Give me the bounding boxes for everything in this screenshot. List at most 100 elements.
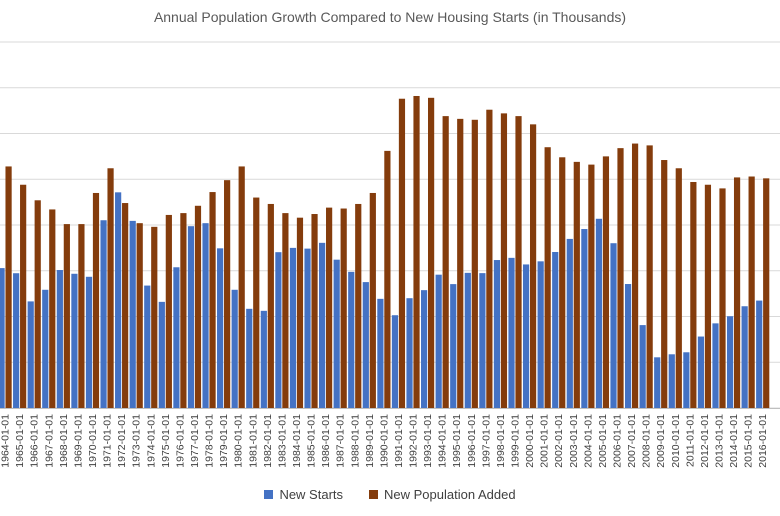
bar-new-population-added <box>194 205 202 408</box>
x-tick-label: 1970-01-01 <box>87 414 99 468</box>
bar-new-starts <box>391 315 399 408</box>
x-tick-label: 1972-01-01 <box>116 414 128 468</box>
x-tick-label: 2000-01-01 <box>524 414 536 468</box>
bar-new-population-added <box>588 164 595 408</box>
bar-new-starts <box>42 289 49 408</box>
bar-new-starts <box>522 264 530 408</box>
legend: New Starts New Population Added <box>0 487 780 502</box>
bar-new-starts <box>275 252 282 408</box>
bar-new-starts <box>0 268 5 408</box>
bar-new-starts <box>421 290 428 408</box>
bar-new-population-added <box>529 124 537 408</box>
x-tick-label: 2001-01-01 <box>539 414 551 468</box>
bar-new-population-added <box>733 177 741 408</box>
bar-new-population-added <box>165 214 172 408</box>
bar-new-starts <box>479 273 486 408</box>
bar-new-population-added <box>515 116 522 409</box>
x-tick-label: 1984-01-01 <box>291 414 303 468</box>
bar-new-population-added <box>136 223 143 408</box>
x-tick-label: 1968-01-01 <box>58 414 70 468</box>
bar-new-starts <box>115 192 122 408</box>
bar-new-population-added <box>763 178 770 408</box>
x-tick-label: 2016-01-01 <box>757 414 769 468</box>
bar-new-population-added <box>20 184 27 408</box>
bar-new-population-added <box>238 166 245 408</box>
x-tick-label: 1973-01-01 <box>131 414 143 468</box>
x-tick-label: 1975-01-01 <box>160 414 172 468</box>
bar-new-starts <box>158 301 165 408</box>
bar-new-starts <box>231 289 238 408</box>
x-tick-label: 2002-01-01 <box>553 414 565 468</box>
legend-swatch-new-starts <box>264 490 274 499</box>
bar-new-starts <box>697 336 705 408</box>
bar-new-starts <box>362 282 369 408</box>
bar-new-starts <box>464 272 471 408</box>
x-tick-label: 2005-01-01 <box>597 414 609 468</box>
bar-new-starts <box>639 325 646 408</box>
bar-new-starts <box>319 242 326 408</box>
bar-new-starts <box>289 247 297 409</box>
bar-new-population-added <box>675 168 682 408</box>
bar-new-starts <box>85 276 93 408</box>
bar-new-population-added <box>253 197 260 408</box>
bar-new-population-added <box>326 207 333 408</box>
bar-new-starts <box>144 285 151 408</box>
bar-new-starts <box>668 354 675 408</box>
bar-new-population-added <box>544 147 551 408</box>
bar-new-population-added <box>748 176 755 408</box>
x-tick-label: 2007-01-01 <box>626 414 638 468</box>
x-tick-label: 1971-01-01 <box>102 414 114 468</box>
x-tick-label: 1976-01-01 <box>174 414 186 468</box>
x-tick-label: 1964-01-01 <box>0 414 12 468</box>
x-tick-label: 1981-01-01 <box>247 414 259 468</box>
bar-new-population-added <box>573 161 580 408</box>
legend-label-new-starts: New Starts <box>279 487 344 502</box>
bar-new-population-added <box>267 203 274 408</box>
bar-new-starts <box>406 298 413 408</box>
legend-item-new-population-added: New Population Added <box>369 487 516 502</box>
bar-new-starts <box>435 274 442 408</box>
bar-new-starts <box>100 220 107 408</box>
bar-new-population-added <box>355 203 362 408</box>
bar-new-starts <box>595 218 603 408</box>
bar-new-population-added <box>602 156 610 409</box>
bar-new-population-added <box>690 181 697 408</box>
bar-new-starts <box>71 273 78 408</box>
x-tick-label: 2015-01-01 <box>743 414 755 468</box>
x-tick-label: 1994-01-01 <box>437 414 449 468</box>
bar-new-population-added <box>486 109 493 409</box>
legend-item-new-starts: New Starts <box>264 487 343 502</box>
bar-new-population-added <box>340 208 347 408</box>
bar-new-population-added <box>646 145 653 408</box>
bar-new-starts <box>187 226 195 408</box>
legend-label-new-population-added: New Population Added <box>384 487 516 502</box>
bar-new-starts <box>654 357 661 408</box>
x-tick-label: 2012-01-01 <box>699 414 711 468</box>
bar-new-population-added <box>559 157 566 408</box>
bar-new-starts <box>756 300 763 408</box>
bar-new-population-added <box>34 200 41 408</box>
x-tick-label: 1990-01-01 <box>378 414 390 468</box>
x-tick-label: 1993-01-01 <box>422 414 434 468</box>
bar-new-population-added <box>296 217 304 408</box>
bar-new-population-added <box>311 214 318 408</box>
x-tick-label: 2014-01-01 <box>728 414 740 468</box>
x-tick-label: 1989-01-01 <box>364 414 376 468</box>
x-tick-label: 1965-01-01 <box>14 414 26 468</box>
x-tick-label: 2003-01-01 <box>568 414 580 468</box>
x-tick-label: 1985-01-01 <box>306 414 318 468</box>
legend-swatch-new-population-added <box>369 490 379 499</box>
x-tick-label: 1991-01-01 <box>393 414 405 468</box>
bar-new-population-added <box>442 116 449 409</box>
x-tick-label: 2010-01-01 <box>670 414 682 468</box>
bar-new-population-added <box>282 213 289 408</box>
bar-new-population-added <box>457 118 464 409</box>
bar-new-starts <box>333 259 340 408</box>
bar-new-starts <box>217 248 224 408</box>
bar-new-population-added <box>471 119 478 408</box>
bar-new-starts <box>712 323 719 408</box>
bar-new-population-added <box>63 224 70 408</box>
bar-new-starts <box>741 306 748 408</box>
bar-new-population-added <box>719 188 726 408</box>
bars <box>0 95 770 409</box>
